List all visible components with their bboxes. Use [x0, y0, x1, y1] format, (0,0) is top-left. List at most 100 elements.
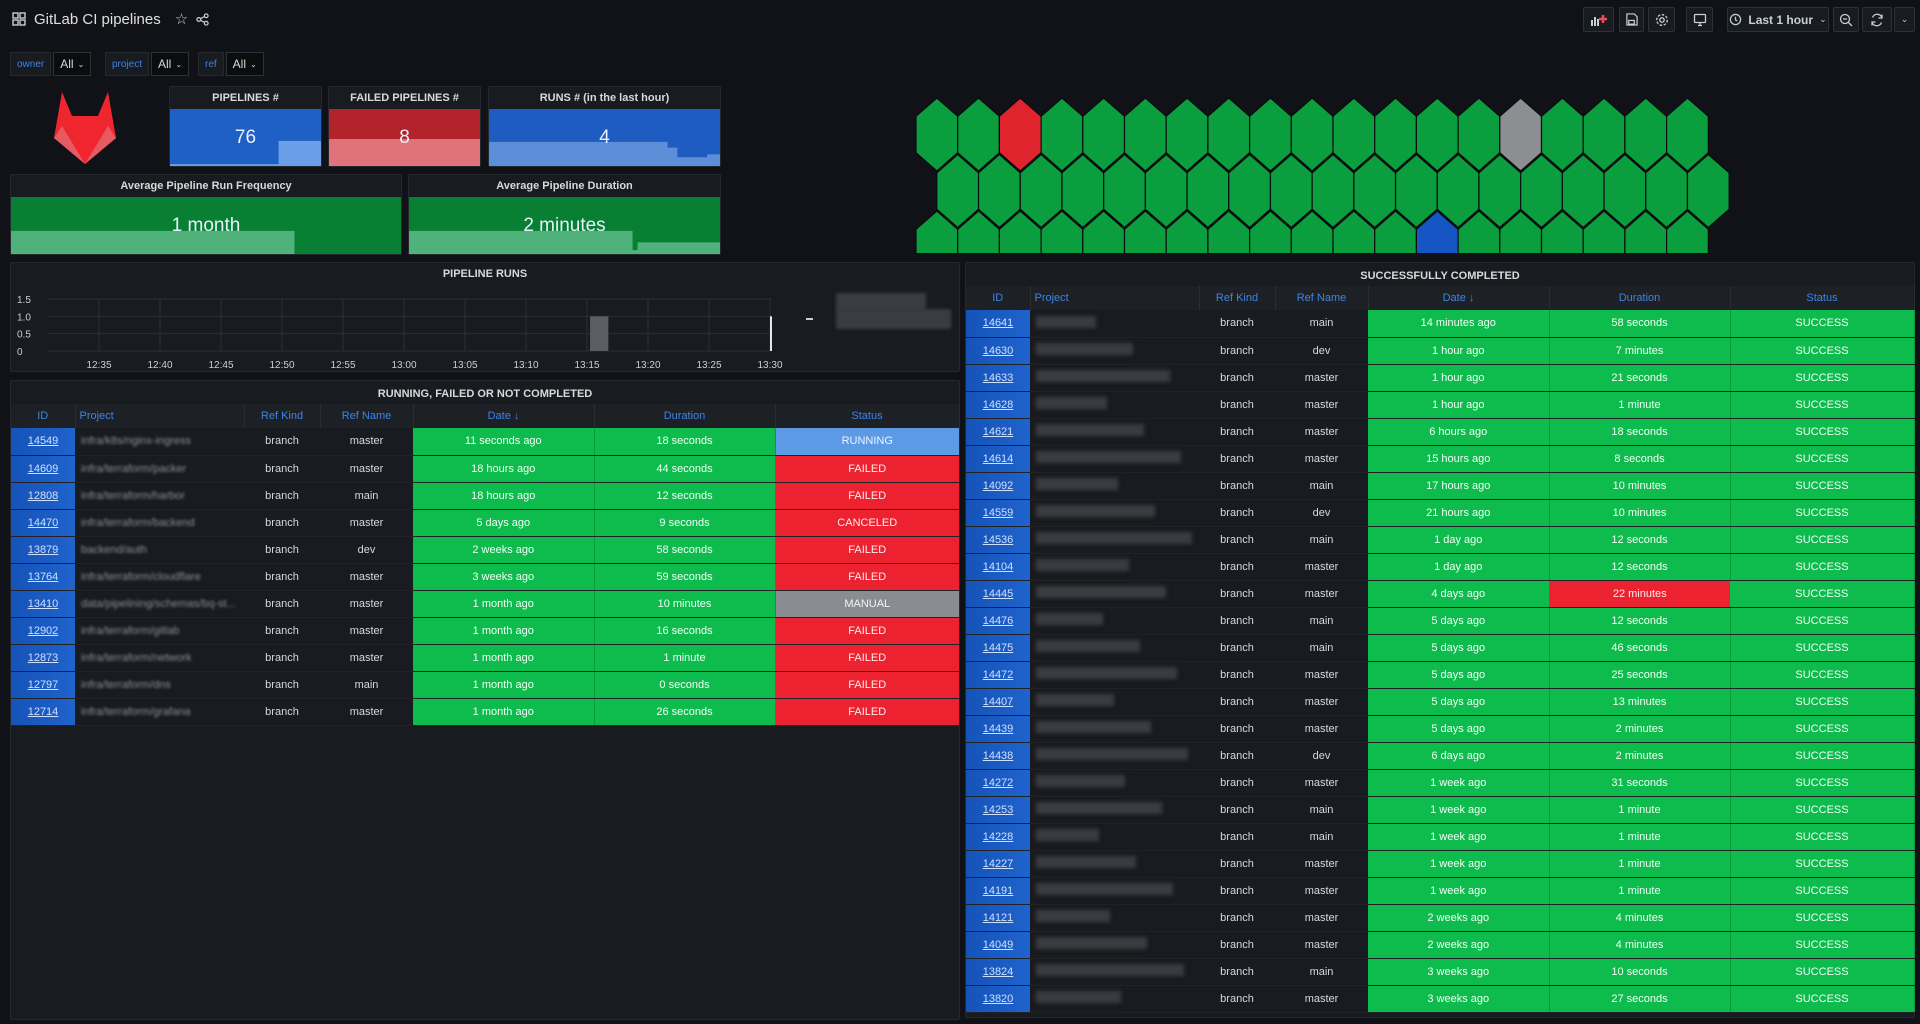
star-icon[interactable]: ☆ — [174, 11, 189, 28]
pipeline-id-link[interactable]: 14549 — [11, 428, 75, 456]
pipeline-id-link[interactable]: 12873 — [11, 644, 75, 672]
hexagon-success[interactable] — [1665, 97, 1709, 172]
project-select[interactable]: All ⌄ — [151, 52, 190, 76]
pipeline-id-link[interactable]: 14628 — [966, 391, 1030, 419]
stat-value: 2 minutes — [523, 214, 606, 236]
pipeline-id-link[interactable]: 14475 — [966, 634, 1030, 662]
pipeline-id-link[interactable]: 14228 — [966, 823, 1030, 851]
pipeline-id-link[interactable]: 14470 — [11, 509, 75, 537]
dashboards-grid-icon[interactable] — [12, 12, 26, 26]
column-header-refname[interactable]: Ref Name — [1275, 286, 1369, 310]
pipeline-id-link[interactable]: 14407 — [966, 688, 1030, 716]
select-value: All — [60, 57, 74, 71]
pipeline-id-link[interactable]: 13764 — [11, 563, 75, 591]
pipeline-id-link[interactable]: 12714 — [11, 698, 75, 726]
ref-name-cell: main — [1275, 958, 1368, 986]
pipeline-id-link[interactable]: 14049 — [966, 931, 1030, 959]
refresh-button[interactable] — [1862, 7, 1892, 32]
ref-kind-cell: branch — [1199, 688, 1275, 716]
hexagon-success[interactable] — [1686, 153, 1730, 229]
pipeline-id-link[interactable]: 13410 — [11, 590, 75, 618]
pipeline-id-link[interactable]: 13820 — [966, 985, 1030, 1013]
tv-mode-button[interactable] — [1686, 7, 1713, 32]
hexagon-success[interactable] — [1665, 210, 1709, 253]
pipeline-id-link[interactable]: 14439 — [966, 715, 1030, 743]
date-cell: 18 hours ago — [413, 482, 595, 510]
duration-cell: 59 seconds — [594, 563, 776, 591]
pipeline-id-link[interactable]: 13824 — [966, 958, 1030, 986]
add-panel-button[interactable] — [1583, 7, 1614, 32]
pipeline-id-link[interactable]: 12808 — [11, 482, 75, 510]
column-header-date[interactable]: Date ↓ — [1368, 286, 1550, 310]
ref-name-cell: master — [1275, 364, 1368, 392]
owner-select[interactable]: All ⌄ — [53, 52, 92, 76]
bar-mark[interactable] — [590, 316, 609, 351]
column-header-refkind[interactable]: Ref Kind — [1199, 286, 1276, 310]
column-header-date[interactable]: Date ↓ — [413, 404, 595, 428]
column-header-status[interactable]: Status — [775, 404, 960, 428]
column-header-refname[interactable]: Ref Name — [320, 404, 414, 428]
pipeline-id-link[interactable]: 14272 — [966, 769, 1030, 797]
time-range-picker[interactable]: Last 1 hour ⌄ — [1727, 7, 1829, 32]
select-value: All — [232, 57, 247, 71]
column-header-project[interactable]: Project — [75, 404, 245, 428]
zoom-out-button[interactable] — [1833, 7, 1859, 32]
column-header-duration[interactable]: Duration — [1549, 286, 1731, 310]
redacted-project — [1036, 505, 1155, 517]
pipeline-id-link[interactable]: 12902 — [11, 617, 75, 645]
status-cell: SUCCESS — [1730, 634, 1915, 662]
column-header-project[interactable]: Project — [1030, 286, 1200, 310]
pipeline-id-link[interactable]: 14536 — [966, 526, 1030, 554]
duration-cell: 21 seconds — [1549, 364, 1731, 392]
pipeline-id-link[interactable]: 14621 — [966, 418, 1030, 446]
project-cell: infra/terraform/backend — [75, 509, 244, 537]
redacted-project — [1036, 424, 1144, 436]
duration-cell: 44 seconds — [594, 455, 776, 483]
ref-select[interactable]: All ⌄ — [225, 52, 264, 76]
chart-legend[interactable] — [806, 293, 956, 333]
duration-cell: 4 minutes — [1549, 931, 1731, 959]
pipeline-id-link[interactable]: 14641 — [966, 310, 1030, 338]
column-header-refkind[interactable]: Ref Kind — [244, 404, 321, 428]
gitlab-logo — [54, 92, 116, 164]
pipeline-id-link[interactable]: 14633 — [966, 364, 1030, 392]
pipeline-id-link[interactable]: 14104 — [966, 553, 1030, 581]
dashboard-title[interactable]: GitLab CI pipelines — [34, 10, 161, 28]
date-cell: 5 days ago — [1368, 661, 1550, 689]
variable-ref: ref All ⌄ — [198, 52, 264, 76]
stat-panel-pipeline-duration: Average Pipeline Duration 2 minutes — [408, 174, 721, 255]
project-cell — [1030, 661, 1199, 689]
pipeline-id-link[interactable]: 14559 — [966, 499, 1030, 527]
pipeline-id-link[interactable]: 14191 — [966, 877, 1030, 905]
pipeline-id-link[interactable]: 14253 — [966, 796, 1030, 824]
column-header-duration[interactable]: Duration — [594, 404, 776, 428]
stat-value: 4 — [599, 126, 610, 148]
pipeline-id-link[interactable]: 14472 — [966, 661, 1030, 689]
pipeline-id-link[interactable]: 13879 — [11, 536, 75, 564]
ref-kind-cell: branch — [1199, 310, 1275, 338]
column-header-id[interactable]: ID — [966, 286, 1031, 310]
pipeline-id-link[interactable]: 14445 — [966, 580, 1030, 608]
pipeline-id-link[interactable]: 14476 — [966, 607, 1030, 635]
pipeline-id-link[interactable]: 14630 — [966, 337, 1030, 365]
ref-name-cell: master — [320, 563, 413, 591]
pipeline-id-link[interactable]: 14438 — [966, 742, 1030, 770]
pipeline-id-link[interactable]: 12797 — [11, 671, 75, 699]
pipeline-id-link[interactable]: 14227 — [966, 850, 1030, 878]
column-header-status[interactable]: Status — [1730, 286, 1915, 310]
share-icon[interactable] — [196, 12, 209, 26]
ref-kind-cell: branch — [1199, 580, 1275, 608]
save-dashboard-button[interactable] — [1619, 7, 1644, 32]
pipeline-id-link[interactable]: 14614 — [966, 445, 1030, 473]
ref-name-cell: master — [320, 644, 413, 672]
column-header-id[interactable]: ID — [11, 404, 76, 428]
pipeline-id-link[interactable]: 14092 — [966, 472, 1030, 500]
dashboard-settings-button[interactable] — [1648, 7, 1675, 32]
pipeline-id-link[interactable]: 14121 — [966, 904, 1030, 932]
refresh-interval-dropdown[interactable]: ⌄ — [1894, 7, 1915, 32]
status-cell: FAILED — [775, 617, 959, 645]
status-cell: RUNNING — [775, 428, 959, 456]
bar-mark[interactable] — [770, 316, 772, 351]
pipeline-id-link[interactable]: 14609 — [11, 455, 75, 483]
ref-name-cell: master — [320, 590, 413, 618]
